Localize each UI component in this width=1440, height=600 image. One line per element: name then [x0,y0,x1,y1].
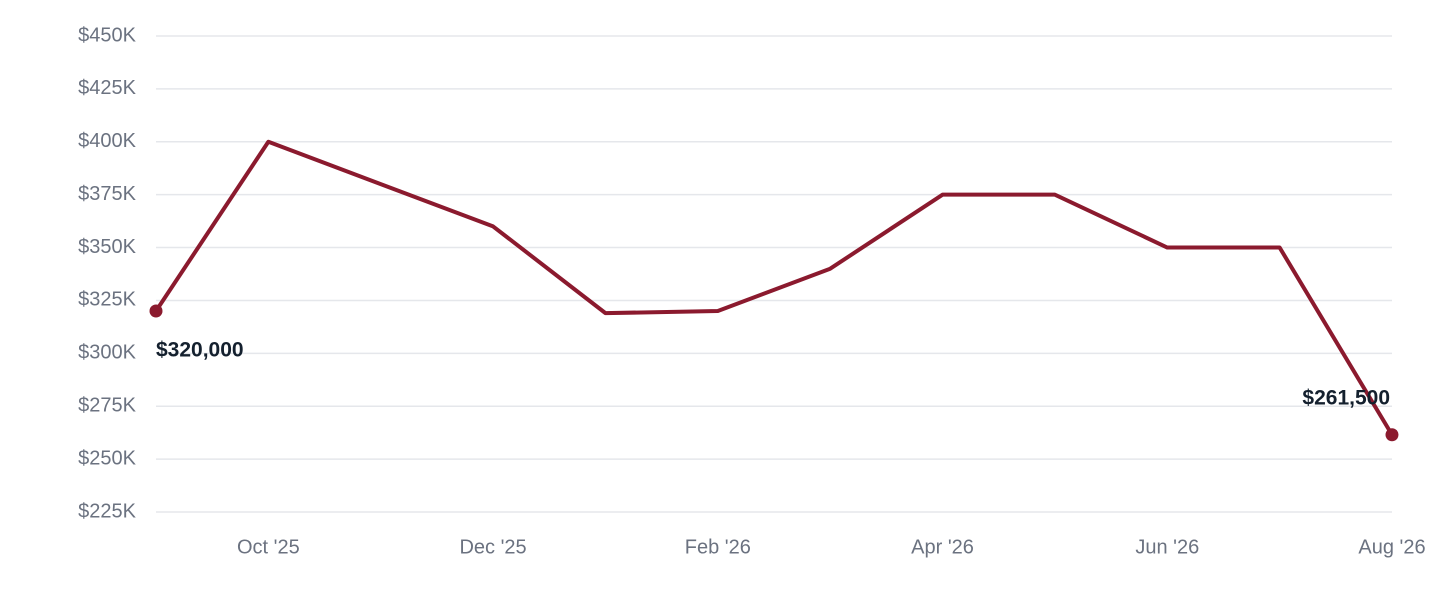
y-tick-label: $250K [78,447,136,469]
point-marker [149,304,163,318]
x-tick-label: Jun '26 [1135,536,1199,558]
x-tick-label: Dec '25 [459,536,526,558]
value-label: $261,500 [1302,386,1390,409]
y-tick-label: $275K [78,395,136,417]
y-tick-label: $350K [78,236,136,258]
x-tick-label: Feb '26 [685,536,751,558]
value-label: $320,000 [156,339,244,362]
y-tick-label: $375K [78,183,136,205]
series-line [154,139,1394,436]
y-tick-label: $400K [78,130,136,152]
y-tick-label: $425K [78,77,136,99]
point-marker [1385,428,1399,442]
y-tick-label: $300K [78,342,136,364]
y-tick-label: $325K [78,289,136,311]
y-tick-label: $450K [78,24,136,46]
y-tick-label: $225K [78,500,136,522]
x-tick-label: Oct '25 [237,536,300,558]
x-tick-label: Apr '26 [911,536,974,558]
x-tick-label: Aug '26 [1358,536,1425,558]
